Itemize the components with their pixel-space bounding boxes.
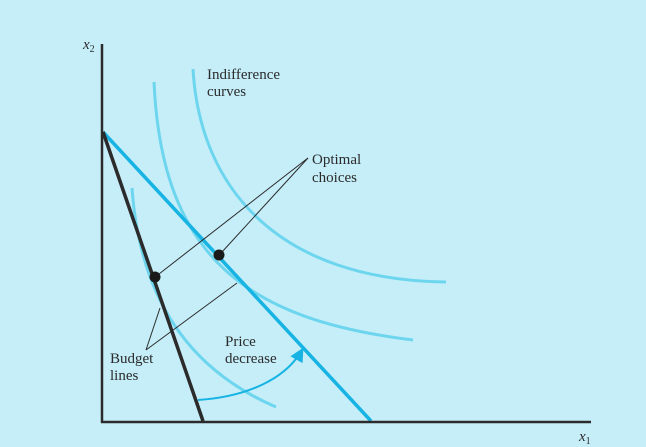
optimal-point-original	[149, 271, 161, 283]
x-axis-label: x1	[578, 429, 591, 447]
optimal-choices-leader-2	[221, 157, 309, 253]
indifference-curve-high	[191, 68, 447, 284]
y-axis-label: x2	[82, 37, 95, 55]
optimal-choices-label: Optimal choices	[312, 152, 365, 186]
optimal-point-new	[213, 249, 225, 261]
budget-lines-leader-1	[145, 307, 161, 351]
price-decrease-arrow	[197, 347, 304, 401]
indifference-curve-middle	[152, 81, 414, 342]
budget-lines-leader-2	[145, 282, 238, 351]
indifference-curves-label: Indifference curves	[207, 67, 284, 100]
price-decrease-label: Price decrease	[225, 334, 277, 367]
new-budget-line	[101, 130, 373, 423]
optimal-choices-leader-1	[158, 157, 309, 275]
budget-lines-label: Budget lines	[110, 351, 157, 384]
